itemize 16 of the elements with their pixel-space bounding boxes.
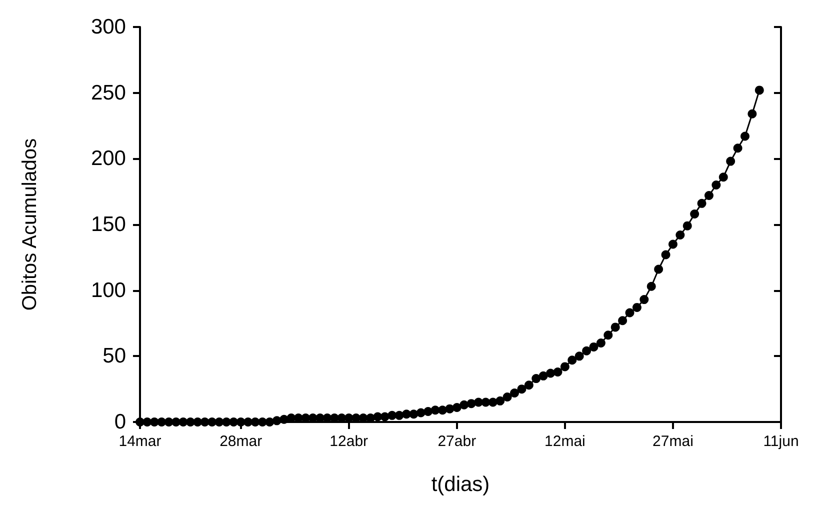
x-tick-label: 27mai (652, 433, 694, 450)
x-tick-label: 11jun (763, 433, 799, 450)
y-tick-label: 250 (90, 81, 126, 104)
x-tick-label: 14mar (118, 433, 162, 450)
y-tick-label: 300 (90, 16, 126, 38)
x-axis-title: t(dias) (431, 473, 490, 496)
y-tick-label: 150 (90, 213, 126, 236)
x-tick-label: 12mai (544, 433, 586, 450)
y-axis-title: Obitos Acumulados (19, 138, 41, 311)
y-tick-label: 200 (90, 147, 126, 170)
y-tick-label: 50 (102, 344, 126, 368)
x-tick-label: 12abr (330, 433, 368, 450)
y-tick-label: 0 (114, 410, 126, 434)
x-tick-label: 27abr (438, 433, 476, 450)
y-tick-label: 100 (90, 278, 126, 302)
x-tick-label: 28mar (220, 433, 262, 450)
